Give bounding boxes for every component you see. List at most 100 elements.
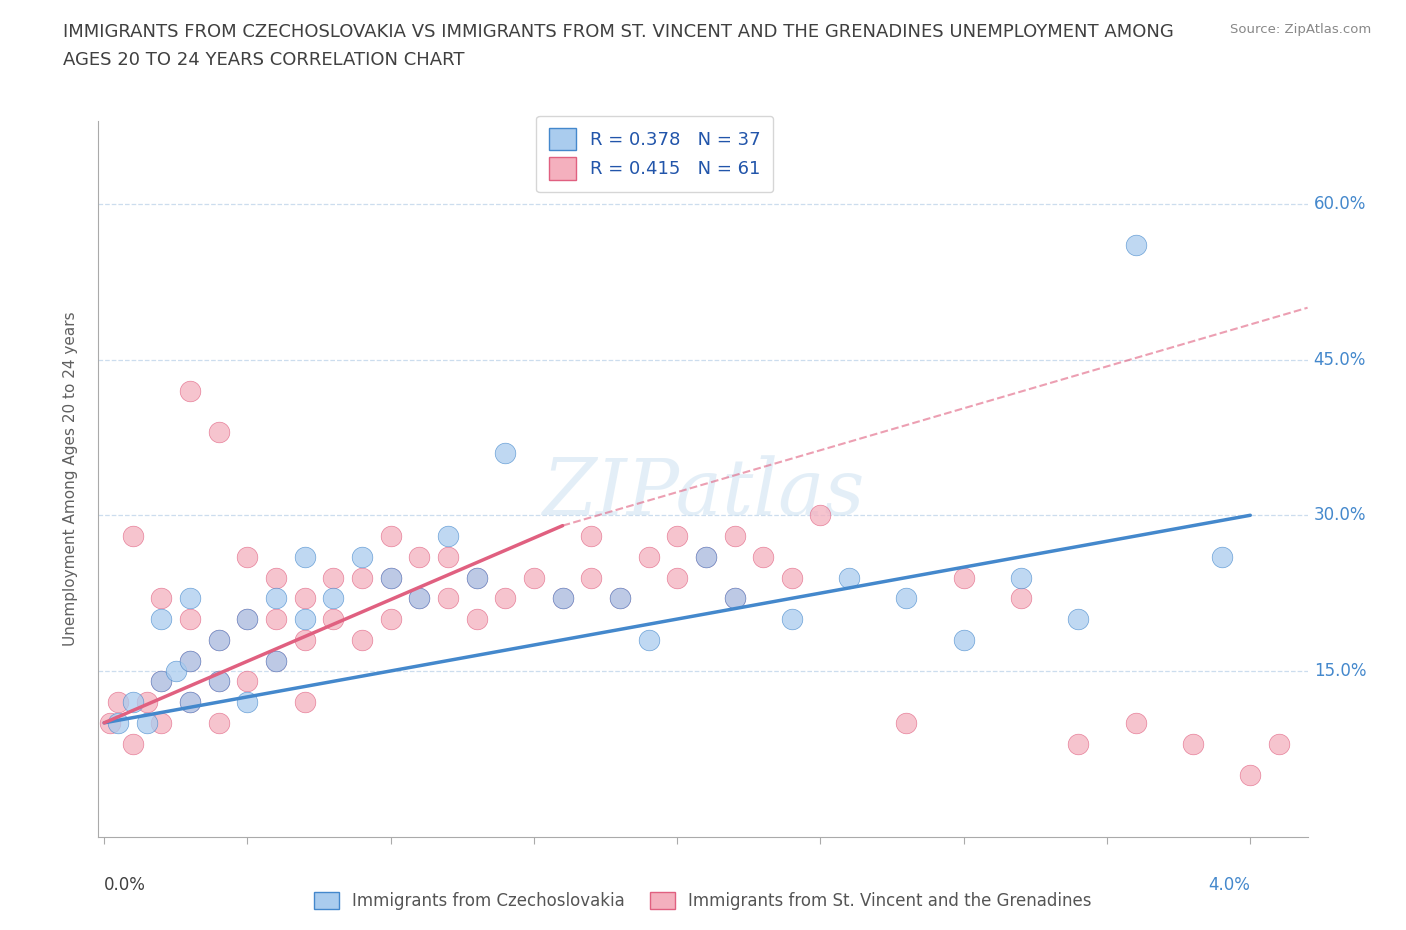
Point: [780, 570, 803, 585]
Point: [350, 570, 373, 585]
Point: [666, 570, 689, 585]
Point: [523, 570, 546, 585]
Point: [350, 632, 373, 647]
Point: [264, 612, 287, 627]
Point: [150, 591, 173, 605]
Point: [896, 591, 918, 605]
Point: [322, 612, 344, 627]
Point: [437, 550, 460, 565]
Point: [408, 550, 430, 565]
Point: [179, 653, 201, 668]
Point: [208, 425, 231, 440]
Y-axis label: Unemployment Among Ages 20 to 24 years: Unemployment Among Ages 20 to 24 years: [63, 312, 77, 646]
Point: [1125, 238, 1147, 253]
Point: [322, 570, 344, 585]
Point: [165, 663, 187, 678]
Point: [838, 570, 860, 585]
Point: [208, 632, 231, 647]
Point: [1010, 570, 1032, 585]
Point: [294, 550, 316, 565]
Text: IMMIGRANTS FROM CZECHOSLOVAKIA VS IMMIGRANTS FROM ST. VINCENT AND THE GRENADINES: IMMIGRANTS FROM CZECHOSLOVAKIA VS IMMIGR…: [63, 23, 1174, 41]
Point: [136, 715, 159, 730]
Point: [208, 715, 231, 730]
Point: [121, 695, 143, 710]
Point: [1010, 591, 1032, 605]
Point: [609, 591, 631, 605]
Point: [723, 528, 745, 543]
Point: [465, 570, 488, 585]
Point: [695, 550, 717, 565]
Point: [294, 612, 316, 627]
Point: [437, 591, 460, 605]
Point: [723, 591, 745, 605]
Point: [150, 612, 173, 627]
Point: [380, 612, 402, 627]
Point: [236, 612, 259, 627]
Point: [294, 695, 316, 710]
Point: [179, 695, 201, 710]
Point: [208, 632, 231, 647]
Point: [581, 570, 603, 585]
Point: [666, 528, 689, 543]
Text: 45.0%: 45.0%: [1313, 351, 1367, 368]
Point: [1181, 737, 1204, 751]
Text: Source: ZipAtlas.com: Source: ZipAtlas.com: [1230, 23, 1371, 36]
Point: [179, 695, 201, 710]
Point: [952, 570, 974, 585]
Point: [179, 653, 201, 668]
Point: [350, 550, 373, 565]
Point: [236, 612, 259, 627]
Point: [810, 508, 832, 523]
Point: [780, 612, 803, 627]
Point: [98, 715, 121, 730]
Point: [1239, 767, 1261, 782]
Text: 15.0%: 15.0%: [1313, 662, 1367, 680]
Point: [637, 550, 659, 565]
Point: [465, 612, 488, 627]
Point: [695, 550, 717, 565]
Point: [107, 715, 129, 730]
Point: [380, 570, 402, 585]
Point: [1067, 737, 1090, 751]
Point: [107, 695, 129, 710]
Point: [551, 591, 574, 605]
Point: [121, 528, 143, 543]
Point: [465, 570, 488, 585]
Point: [294, 591, 316, 605]
Point: [264, 570, 287, 585]
Point: [380, 570, 402, 585]
Legend: R = 0.378   N = 37, R = 0.415   N = 61: R = 0.378 N = 37, R = 0.415 N = 61: [536, 115, 773, 193]
Point: [437, 528, 460, 543]
Point: [952, 632, 974, 647]
Text: 0.0%: 0.0%: [104, 876, 146, 895]
Point: [1067, 612, 1090, 627]
Legend: Immigrants from Czechoslovakia, Immigrants from St. Vincent and the Grenadines: Immigrants from Czechoslovakia, Immigran…: [308, 885, 1098, 917]
Point: [179, 591, 201, 605]
Point: [896, 715, 918, 730]
Point: [121, 737, 143, 751]
Text: 4.0%: 4.0%: [1208, 876, 1250, 895]
Point: [264, 653, 287, 668]
Point: [637, 632, 659, 647]
Point: [236, 695, 259, 710]
Point: [150, 674, 173, 689]
Point: [723, 591, 745, 605]
Point: [322, 591, 344, 605]
Point: [294, 632, 316, 647]
Point: [150, 715, 173, 730]
Point: [179, 383, 201, 398]
Point: [494, 445, 516, 460]
Point: [236, 550, 259, 565]
Point: [408, 591, 430, 605]
Point: [581, 528, 603, 543]
Point: [752, 550, 775, 565]
Text: 30.0%: 30.0%: [1313, 506, 1367, 525]
Point: [1211, 550, 1233, 565]
Point: [494, 591, 516, 605]
Point: [408, 591, 430, 605]
Text: ZIPatlas: ZIPatlas: [541, 455, 865, 531]
Point: [380, 528, 402, 543]
Point: [150, 674, 173, 689]
Point: [179, 612, 201, 627]
Point: [1125, 715, 1147, 730]
